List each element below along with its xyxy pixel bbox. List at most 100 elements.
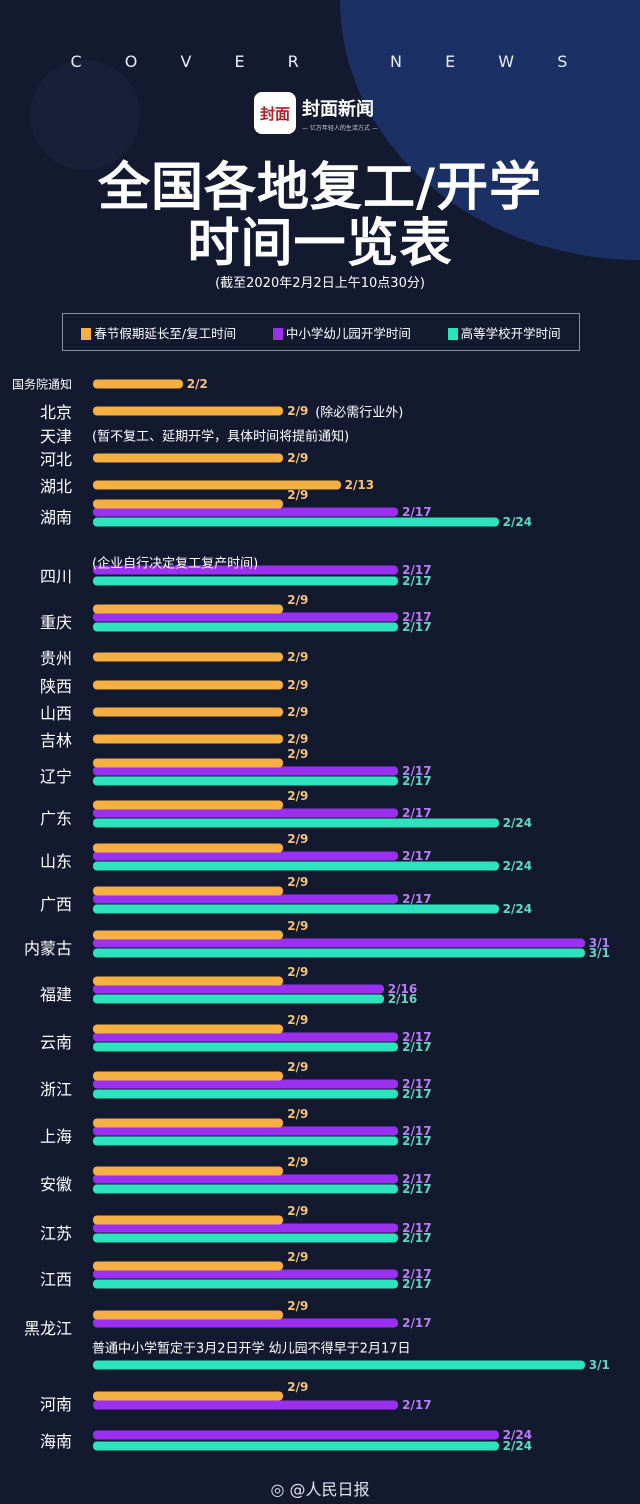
region-label: 上海 [39, 1127, 72, 1146]
note: (除必需行业外) [315, 405, 404, 421]
value-label-higher: 2/17 [402, 574, 432, 588]
weibo-icon: ◎ [270, 1480, 290, 1499]
value-label-school: 2/17 [402, 1221, 432, 1235]
title-line: 时间一览表 [187, 214, 453, 274]
region-label: 黑龙江 [23, 1319, 72, 1338]
region-label: 安徽 [39, 1175, 72, 1194]
value-label-school: 2/17 [402, 1267, 432, 1281]
bar-school [93, 1126, 399, 1136]
bar-work [93, 1071, 284, 1081]
brand-letter: S [557, 52, 570, 71]
value-label-work: 2/9 [287, 678, 309, 692]
legend-item-school: 中小学幼儿园开学时间 [272, 323, 411, 342]
value-label-school: 2/17 [402, 849, 432, 863]
bar-higher [93, 1089, 399, 1099]
legend-label: 中小学幼儿园开学时间 [285, 325, 411, 341]
bar-school [93, 1223, 399, 1233]
region-label: 重庆 [39, 613, 72, 632]
value-label-school: 3/1 [588, 936, 610, 950]
region-label: 贵州 [39, 649, 72, 668]
bar-work [93, 843, 284, 853]
bar-work [93, 652, 284, 662]
bar-school [93, 808, 399, 818]
value-label-school: 2/17 [402, 1316, 432, 1330]
logo-name: 封面新闻 [302, 98, 374, 120]
value-label-work: 2/9 [287, 1250, 309, 1264]
bar-school [93, 938, 585, 948]
region-label: 陕西 [39, 677, 72, 696]
bar-work [93, 758, 284, 768]
bar-higher [93, 994, 384, 1004]
bar-higher [93, 861, 499, 871]
bar-school [93, 1400, 399, 1410]
legend-item-work: 春节假期延长至/复工时间 [81, 323, 236, 342]
region-label: 河南 [39, 1395, 72, 1414]
value-label-higher: 2/17 [402, 620, 432, 634]
brand-letter: V [180, 52, 194, 71]
bar-work [93, 1310, 284, 1320]
value-label-work: 2/9 [287, 1380, 309, 1394]
value-label-work: 2/9 [287, 1107, 309, 1121]
value-label-higher: 3/1 [588, 1358, 610, 1372]
value-label-higher: 2/24 [502, 1439, 533, 1453]
bar-higher [93, 1184, 399, 1194]
bar-school [93, 1269, 399, 1279]
brand-letter: R [287, 52, 301, 71]
value-label-school: 2/17 [402, 505, 432, 519]
bar-school [93, 1079, 399, 1089]
value-label-higher: 2/17 [402, 1087, 432, 1101]
value-label-work: 2/9 [287, 1060, 309, 1074]
bar-higher [93, 904, 499, 914]
bar-work [93, 1118, 284, 1128]
brand-letter: E [445, 52, 458, 71]
value-label-school: 2/16 [387, 982, 418, 996]
bar-higher [93, 1233, 399, 1243]
value-label-work: 2/9 [287, 1299, 309, 1313]
bar-higher [93, 1136, 399, 1146]
note: (暂不复工、延期开学，具体时间将提前通知) [92, 429, 350, 445]
bar-work [93, 480, 341, 490]
region-label: 天津 [39, 427, 72, 446]
value-label-work: 2/9 [287, 1013, 309, 1027]
bar-higher [93, 776, 399, 786]
value-label-work: 2/9 [287, 832, 309, 846]
bar-school [93, 766, 399, 776]
note: (企业自行决定复工复产时间) [92, 556, 259, 572]
value-label-school: 2/17 [402, 610, 432, 624]
brand-letter: W [498, 52, 517, 71]
bar-work [93, 1024, 284, 1034]
bar-work [93, 976, 284, 986]
region-label: 国务院通知 [11, 377, 72, 392]
region-label: 河北 [39, 450, 72, 469]
value-label-higher: 2/24 [502, 515, 533, 529]
value-label-higher: 2/17 [402, 1134, 432, 1148]
bar-school [93, 851, 399, 861]
bar-work [93, 379, 183, 389]
value-label-work: 2/13 [344, 478, 375, 492]
value-label-work: 2/9 [287, 789, 309, 803]
region-label: 山西 [39, 704, 72, 723]
bar-higher [93, 576, 399, 586]
bar-work [93, 1391, 284, 1401]
region-label: 广西 [39, 895, 72, 914]
bar-work [93, 734, 284, 744]
bar-school [93, 1430, 499, 1440]
value-label-work: 2/9 [287, 488, 309, 502]
value-label-work: 2/9 [287, 705, 309, 719]
bar-school [93, 1032, 399, 1042]
bar-work [93, 930, 284, 940]
logo-mark: 封面 [254, 92, 296, 134]
region-label: 海南 [39, 1432, 72, 1451]
bar-work [93, 1166, 284, 1176]
bar-work [93, 406, 284, 416]
bar-higher [93, 948, 585, 958]
value-label-school: 2/17 [402, 1030, 432, 1044]
legend-label: 高等学校开学时间 [460, 325, 561, 341]
bar-higher [93, 1042, 399, 1052]
bar-work [93, 604, 284, 614]
brand-letter: C [70, 52, 84, 71]
value-label-work: 2/9 [287, 747, 309, 761]
value-label-work: 2/9 [287, 919, 309, 933]
logo-slogan: — 亿万年轻人的生活方式 — [302, 124, 378, 132]
